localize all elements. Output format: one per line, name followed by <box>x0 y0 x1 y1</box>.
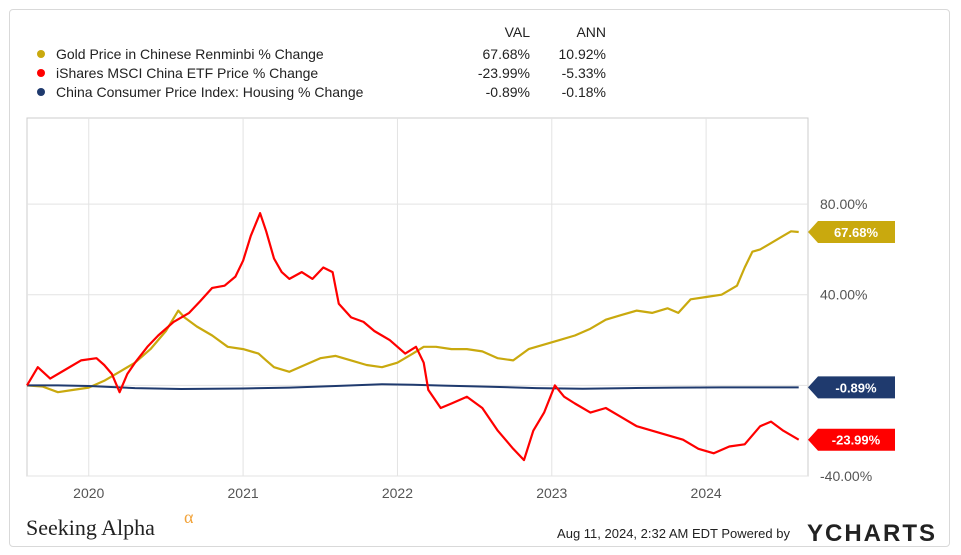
y-tick-label: 80.00% <box>820 196 867 212</box>
grid <box>27 118 808 477</box>
legend-header-ann: ANN <box>576 24 606 40</box>
series-lines <box>26 212 800 462</box>
ycharts-logo: YCHARTS <box>807 520 937 547</box>
legend-marker-ishares <box>37 69 45 77</box>
x-tick-label: 2023 <box>536 485 567 501</box>
alpha-symbol: α <box>184 507 194 527</box>
badge-label: -23.99% <box>832 433 881 448</box>
seeking-alpha-logo: Seeking Alpha <box>26 515 155 540</box>
legend-marker-cpi <box>37 88 45 96</box>
legend-label-ishares: iShares MSCI China ETF Price % Change <box>56 65 318 81</box>
last-value-badges: 67.68% -23.99% -0.89% <box>808 221 895 451</box>
legend-ann-ishares: -5.33% <box>562 65 606 81</box>
badge-shape <box>808 221 895 244</box>
x-tick-label: 2022 <box>382 485 413 501</box>
plot-area <box>26 117 809 477</box>
badge-shape <box>808 428 895 451</box>
last-value-badge-0: 67.68% <box>808 221 895 244</box>
series-line-2 <box>27 383 799 390</box>
footer: Seeking Alpha α Aug 11, 2024, 2:32 AM ED… <box>26 507 937 547</box>
series-line-1 <box>26 212 800 462</box>
badge-shape <box>808 376 895 399</box>
badge-label: -0.89% <box>835 380 877 395</box>
y-tick-label: -40.00% <box>820 468 872 484</box>
last-value-badge-2: -0.89% <box>808 376 895 399</box>
x-axis-ticks: 2020 2021 2022 2023 2024 <box>73 485 722 501</box>
y-tick-label: 40.00% <box>820 287 867 303</box>
legend-marker-gold <box>37 50 45 58</box>
legend-val-ishares: -23.99% <box>478 65 530 81</box>
timestamp: Aug 11, 2024, 2:32 AM EDT Powered by <box>557 526 790 541</box>
legend-ann-gold: 10.92% <box>559 46 606 62</box>
legend-label-gold: Gold Price in Chinese Renminbi % Change <box>56 46 324 62</box>
legend: VAL ANN Gold Price in Chinese Renminbi %… <box>37 24 606 100</box>
x-tick-label: 2021 <box>228 485 259 501</box>
last-value-badge-1: -23.99% <box>808 428 895 451</box>
legend-val-gold: 67.68% <box>483 46 530 62</box>
legend-val-cpi: -0.89% <box>486 84 530 100</box>
x-tick-label: 2024 <box>691 485 722 501</box>
x-tick-label: 2020 <box>73 485 104 501</box>
legend-header-val: VAL <box>505 24 531 40</box>
legend-label-cpi: China Consumer Price Index: Housing % Ch… <box>56 84 364 100</box>
legend-ann-cpi: -0.18% <box>562 84 606 100</box>
badge-label: 67.68% <box>834 225 879 240</box>
